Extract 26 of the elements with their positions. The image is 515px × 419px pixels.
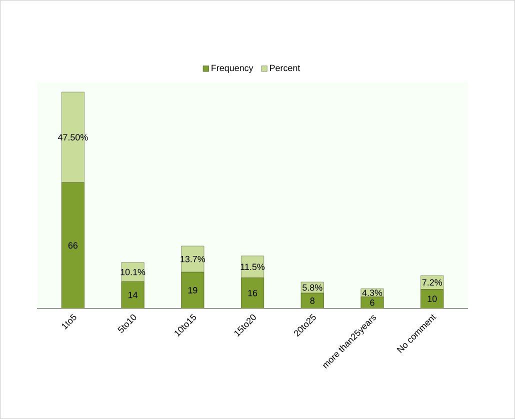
data-label: 4.3%: [362, 290, 382, 296]
data-label: 6: [370, 299, 374, 306]
bar: [420, 289, 444, 308]
bar: [121, 281, 144, 308]
bar: [181, 246, 204, 272]
data-label: 16: [248, 290, 258, 296]
data-label: 7.2%: [422, 279, 442, 286]
data-label: 66: [68, 242, 78, 249]
bar: [121, 262, 144, 282]
data-label: 10: [428, 296, 437, 302]
data-label: 13.7%: [180, 256, 206, 262]
bar: [61, 182, 84, 308]
bar: [181, 272, 204, 308]
data-label: 19: [188, 287, 198, 294]
data-label: 10.1%: [120, 268, 146, 276]
data-label: 14: [128, 292, 138, 298]
data-label: 8: [310, 298, 314, 304]
bar: [240, 278, 264, 308]
bar: [420, 275, 444, 290]
data-label: 47.50%: [58, 134, 88, 140]
bar: [240, 256, 264, 278]
legend-label: Percent: [270, 64, 300, 72]
bar: [360, 296, 384, 308]
legend-label: Frequency: [212, 64, 254, 73]
data-label: 11.5%: [240, 264, 265, 270]
data-label: 5.8%: [302, 284, 322, 291]
